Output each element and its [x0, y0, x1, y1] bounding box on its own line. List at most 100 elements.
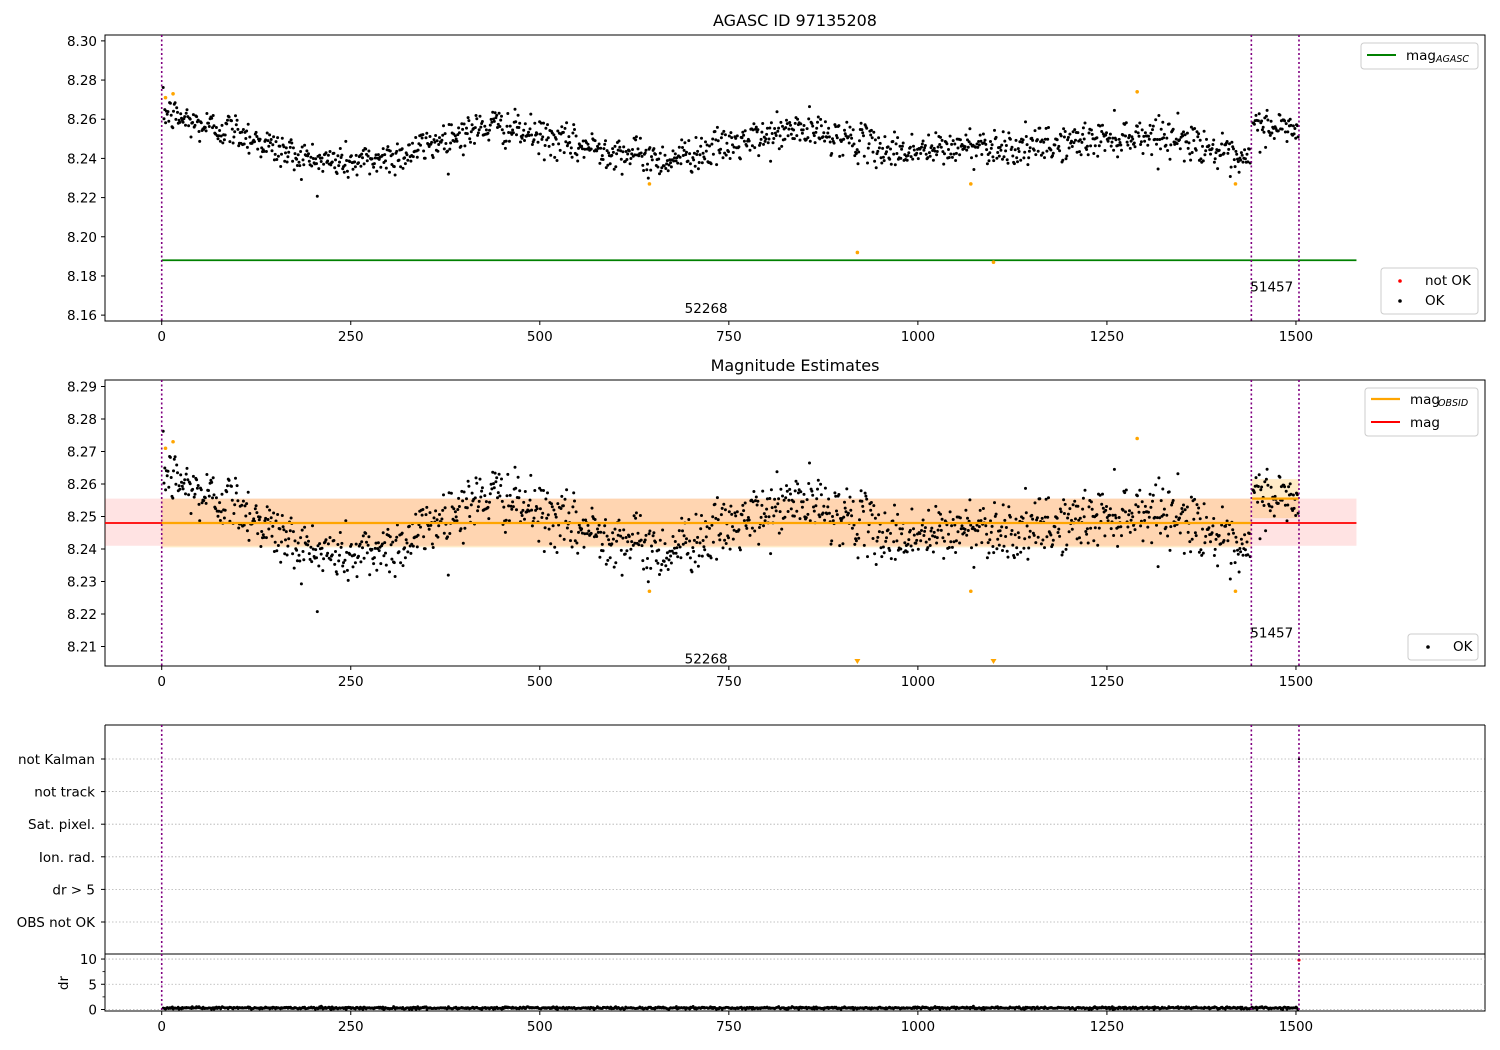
ok-point — [333, 166, 337, 170]
ok-point — [965, 148, 969, 152]
ok-point — [465, 132, 469, 136]
ok-point — [528, 127, 532, 131]
ok-point — [793, 121, 797, 125]
ok-point — [652, 147, 656, 151]
ok-point — [1261, 125, 1265, 129]
ok-point — [745, 144, 749, 148]
ok-point — [314, 548, 318, 552]
ok-point — [392, 561, 396, 565]
ok-point — [514, 486, 518, 490]
ok-point — [415, 155, 419, 159]
ok-point — [595, 149, 599, 153]
not-ok-point — [647, 182, 652, 186]
ok-point — [421, 133, 425, 137]
ok-point — [659, 169, 663, 173]
ok-point — [291, 530, 295, 534]
ok-point — [968, 498, 972, 502]
ok-point — [939, 528, 943, 532]
ok-point — [265, 131, 269, 135]
x-tick-label: 1000 — [901, 329, 935, 345]
ok-point — [271, 524, 275, 528]
ok-point — [700, 161, 704, 165]
ok-point — [1025, 143, 1029, 147]
ok-point — [544, 126, 548, 130]
ok-point — [339, 545, 343, 549]
ok-point — [673, 540, 677, 543]
ok-point — [185, 108, 189, 112]
y-tick-label: 10 — [80, 952, 97, 968]
ok-point — [851, 128, 855, 132]
ok-point — [1112, 467, 1116, 471]
ok-point — [289, 516, 293, 520]
ok-point — [247, 538, 251, 542]
ok-point — [370, 547, 374, 551]
ok-point — [638, 136, 642, 140]
ok-point — [1114, 138, 1118, 142]
ok-point — [950, 545, 954, 549]
ok-point — [1204, 534, 1208, 538]
ok-point — [442, 531, 446, 535]
ok-point — [361, 149, 365, 152]
ok-point — [234, 114, 237, 118]
ok-point — [1078, 536, 1081, 540]
ok-point — [777, 531, 781, 535]
ok-point — [974, 145, 977, 149]
ok-point — [607, 538, 611, 542]
ok-point — [752, 122, 756, 126]
ok-point — [338, 553, 341, 557]
ok-point — [987, 551, 991, 555]
ok-point — [1187, 141, 1191, 145]
ok-point — [893, 130, 896, 134]
ok-point — [668, 158, 672, 162]
ok-point — [508, 493, 512, 497]
ok-point — [1014, 138, 1018, 142]
ok-point — [671, 149, 675, 153]
ok-point — [1051, 154, 1054, 158]
ok-point — [1264, 529, 1268, 533]
ok-point — [225, 122, 229, 126]
ok-point — [530, 524, 534, 528]
ok-point — [545, 516, 549, 520]
ok-point — [1243, 157, 1247, 161]
ok-point — [395, 149, 399, 153]
ok-point — [581, 518, 585, 522]
ok-point — [1148, 123, 1152, 127]
ok-point — [979, 139, 983, 143]
ok-point — [688, 539, 692, 543]
ok-point — [222, 138, 226, 142]
ok-point — [274, 519, 278, 523]
ok-point — [405, 541, 409, 545]
ok-point — [732, 145, 736, 149]
ok-point — [1058, 507, 1062, 511]
ok-point — [452, 507, 456, 511]
ok-point — [511, 500, 515, 504]
ok-point — [899, 547, 903, 551]
ok-point — [569, 151, 572, 155]
ok-point — [742, 519, 746, 523]
ok-point — [486, 505, 490, 509]
ok-point — [922, 148, 926, 152]
ok-point — [489, 482, 493, 486]
ok-point — [214, 507, 218, 511]
ok-point — [775, 110, 779, 114]
ok-point — [1079, 153, 1083, 157]
ok-point — [604, 166, 608, 170]
ok-point — [721, 546, 725, 550]
ok-point — [619, 548, 623, 552]
ok-point — [962, 531, 966, 535]
ok-point — [1063, 130, 1067, 133]
ok-point — [488, 123, 492, 127]
ok-point — [285, 160, 289, 164]
ok-point — [596, 527, 599, 531]
ok-point — [1058, 534, 1062, 538]
ok-point — [629, 547, 633, 551]
ok-point — [267, 144, 271, 148]
ok-point — [1138, 121, 1142, 125]
ok-point — [741, 503, 745, 507]
ok-point — [183, 478, 187, 482]
ok-point — [819, 124, 823, 128]
ok-point — [281, 525, 285, 529]
ok-point — [715, 125, 719, 129]
ok-point — [557, 523, 561, 527]
ok-point — [561, 504, 565, 508]
